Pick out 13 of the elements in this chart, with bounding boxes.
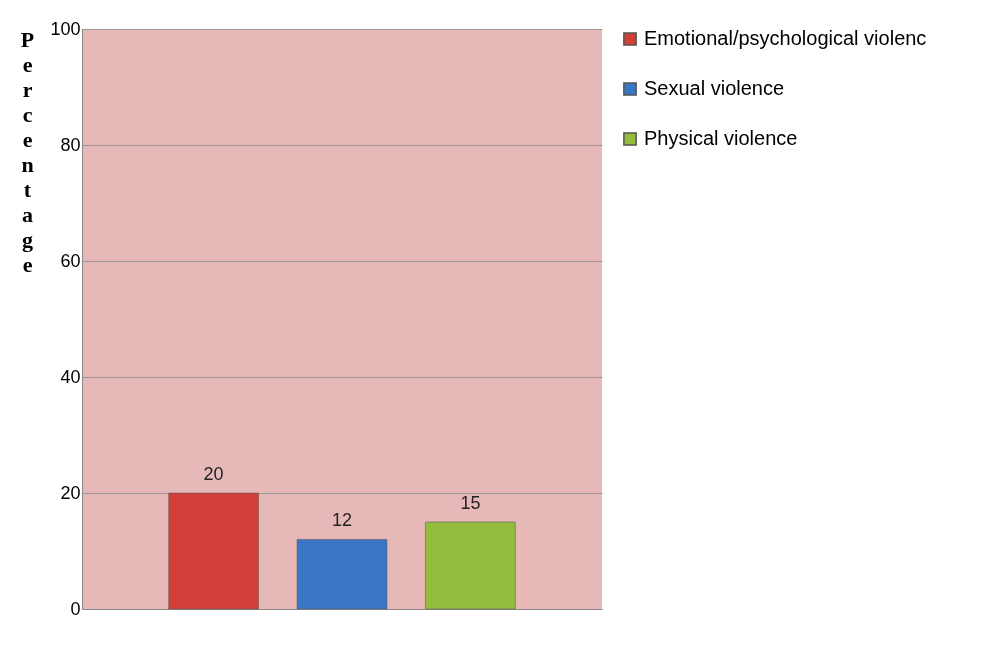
- y-tick-label: 20: [60, 482, 81, 503]
- y-tick-label: 0: [70, 598, 81, 619]
- legend-label: Physical violence: [644, 127, 798, 149]
- y-tick-label: 100: [50, 18, 81, 39]
- legend-label: Sexual violence: [644, 77, 785, 99]
- data-label: 12: [331, 510, 353, 531]
- legend-label: Emotional/psychological violenc: [644, 27, 927, 49]
- y-tick-label: 60: [60, 250, 81, 271]
- y-tick-label: 40: [60, 366, 81, 387]
- text: Percentage: [20, 26, 35, 277]
- data-label: 15: [460, 493, 481, 513]
- data-label: 20: [203, 464, 224, 484]
- y-tick-label: 80: [60, 134, 81, 155]
